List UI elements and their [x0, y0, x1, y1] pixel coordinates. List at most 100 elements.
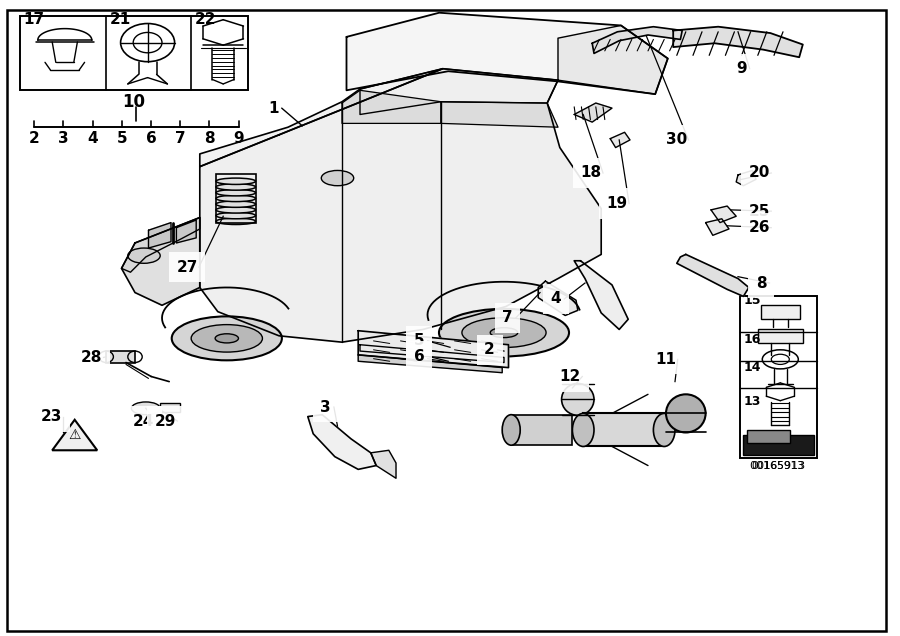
- Polygon shape: [346, 13, 668, 94]
- Text: 24: 24: [133, 413, 155, 429]
- Text: 11: 11: [655, 352, 676, 367]
- Text: 16: 16: [743, 333, 760, 346]
- Text: 29: 29: [155, 413, 176, 429]
- Polygon shape: [122, 218, 200, 272]
- Ellipse shape: [131, 402, 160, 415]
- Text: 21: 21: [110, 11, 131, 27]
- Polygon shape: [358, 331, 508, 368]
- Text: 7: 7: [175, 131, 185, 146]
- Text: 22: 22: [194, 11, 216, 27]
- Ellipse shape: [172, 316, 282, 361]
- Polygon shape: [342, 90, 441, 123]
- Ellipse shape: [216, 190, 256, 196]
- Ellipse shape: [321, 170, 354, 186]
- Ellipse shape: [666, 394, 706, 432]
- Text: 2: 2: [29, 131, 40, 146]
- Text: ⚠: ⚠: [68, 428, 81, 442]
- Polygon shape: [176, 220, 196, 243]
- Text: 2: 2: [484, 342, 495, 357]
- Polygon shape: [558, 25, 668, 94]
- Bar: [160, 403, 180, 412]
- Polygon shape: [706, 219, 729, 235]
- Ellipse shape: [216, 212, 256, 219]
- Polygon shape: [711, 206, 736, 223]
- Text: 10: 10: [122, 93, 145, 111]
- Ellipse shape: [439, 309, 569, 356]
- Polygon shape: [371, 450, 396, 478]
- Text: 27: 27: [176, 259, 198, 275]
- Polygon shape: [592, 27, 682, 53]
- Text: 3: 3: [58, 131, 68, 146]
- Ellipse shape: [572, 413, 594, 446]
- Text: 9: 9: [736, 61, 747, 76]
- Polygon shape: [308, 415, 376, 469]
- Polygon shape: [358, 355, 502, 373]
- Text: 8: 8: [204, 131, 214, 146]
- Text: 25: 25: [749, 204, 770, 219]
- Text: 6: 6: [146, 131, 157, 146]
- Text: 9: 9: [233, 131, 244, 146]
- Ellipse shape: [216, 184, 256, 190]
- Ellipse shape: [462, 318, 546, 347]
- Polygon shape: [673, 27, 803, 57]
- Text: 00165913: 00165913: [750, 460, 806, 471]
- Polygon shape: [360, 345, 504, 363]
- Ellipse shape: [216, 195, 256, 202]
- Bar: [758, 329, 803, 343]
- Polygon shape: [52, 420, 97, 450]
- Text: 7: 7: [502, 310, 513, 326]
- Text: 26: 26: [749, 220, 770, 235]
- Bar: [743, 435, 814, 455]
- Ellipse shape: [491, 328, 518, 338]
- Text: 13: 13: [743, 396, 760, 408]
- Polygon shape: [200, 69, 601, 342]
- Ellipse shape: [653, 413, 675, 446]
- Polygon shape: [574, 261, 628, 329]
- Bar: [583, 413, 664, 446]
- Polygon shape: [200, 69, 443, 167]
- Text: 12: 12: [560, 369, 581, 384]
- Polygon shape: [122, 218, 200, 305]
- Text: 15: 15: [743, 294, 760, 307]
- Text: 14: 14: [743, 361, 760, 374]
- Text: 19: 19: [607, 196, 627, 211]
- Ellipse shape: [562, 384, 594, 415]
- Polygon shape: [574, 103, 612, 122]
- Ellipse shape: [502, 415, 520, 445]
- Text: 3: 3: [320, 399, 331, 415]
- Bar: [216, 174, 256, 223]
- Ellipse shape: [216, 178, 256, 184]
- Ellipse shape: [216, 201, 256, 207]
- Text: 1: 1: [268, 100, 279, 116]
- Text: 30: 30: [666, 132, 688, 148]
- Bar: [740, 296, 817, 458]
- Text: 5: 5: [116, 131, 127, 146]
- Bar: [511, 415, 572, 445]
- Polygon shape: [677, 254, 749, 296]
- Ellipse shape: [128, 248, 160, 263]
- Text: 5: 5: [414, 333, 425, 349]
- Text: 17: 17: [23, 11, 44, 27]
- Bar: [20, 16, 248, 90]
- Polygon shape: [148, 223, 171, 248]
- Text: 00165913: 00165913: [752, 460, 804, 471]
- Text: 20: 20: [749, 165, 770, 181]
- Ellipse shape: [191, 324, 263, 352]
- Bar: [760, 305, 800, 319]
- Ellipse shape: [215, 334, 238, 343]
- Polygon shape: [610, 132, 630, 148]
- Polygon shape: [441, 102, 558, 127]
- Text: 6: 6: [414, 349, 425, 364]
- Text: 23: 23: [40, 409, 62, 424]
- Polygon shape: [538, 281, 578, 315]
- Polygon shape: [736, 170, 756, 186]
- Text: 4: 4: [551, 291, 562, 307]
- Text: 18: 18: [580, 165, 601, 181]
- Polygon shape: [360, 69, 558, 114]
- Ellipse shape: [216, 207, 256, 213]
- Ellipse shape: [216, 218, 256, 225]
- Text: 28: 28: [81, 350, 103, 365]
- Text: 4: 4: [87, 131, 98, 146]
- Text: 8: 8: [756, 275, 767, 291]
- Bar: [747, 430, 789, 443]
